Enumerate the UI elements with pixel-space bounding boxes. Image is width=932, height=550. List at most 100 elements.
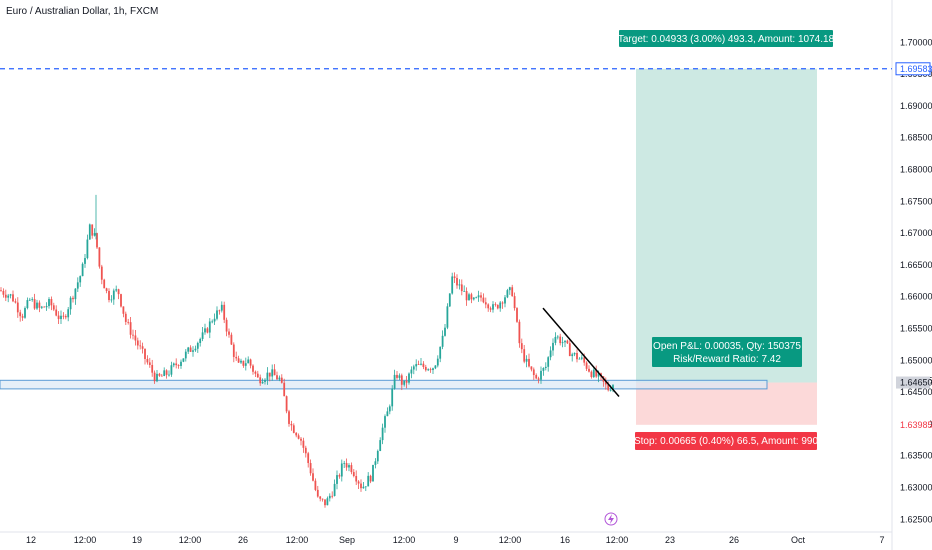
candle-body — [326, 498, 329, 506]
candle-body — [153, 372, 156, 382]
candle-body — [417, 364, 420, 365]
candle-body — [96, 233, 98, 248]
candle-body — [199, 338, 202, 343]
candle-body — [345, 463, 348, 468]
candle-body — [288, 411, 290, 424]
candle-body — [33, 299, 36, 309]
target-label-box — [619, 30, 833, 47]
chart-title: Euro / Australian Dollar, 1h, FXCM — [6, 6, 159, 17]
candle-body — [391, 388, 394, 407]
candle-body — [134, 335, 137, 341]
candle-body — [64, 316, 67, 318]
candle-body — [451, 276, 454, 294]
candle-body — [100, 266, 103, 280]
candle-body — [508, 287, 511, 291]
candle-body — [84, 258, 86, 264]
candle-body — [535, 375, 538, 379]
candle-body — [252, 365, 254, 372]
candle-body — [2, 290, 5, 295]
candle-body — [446, 306, 449, 328]
y-tick-label: 1.63500 — [900, 451, 932, 461]
candle-body — [24, 308, 26, 318]
candle-body — [259, 377, 262, 384]
candle-body — [151, 364, 154, 373]
candle-body — [489, 308, 492, 310]
x-tick-label: Oct — [791, 535, 806, 545]
candle-body — [40, 306, 43, 308]
candle-body — [249, 359, 252, 366]
candle-body — [448, 293, 451, 307]
candle-body — [405, 380, 408, 383]
candle-body — [530, 366, 533, 370]
candle-body — [568, 343, 571, 357]
candle-body — [444, 327, 446, 336]
y-tick-label: 1.65500 — [900, 323, 932, 333]
candle-body — [578, 358, 581, 360]
pnl-label-line2: Risk/Reward Ratio: 7.42 — [673, 354, 781, 365]
candle-body — [136, 340, 139, 346]
candle-body — [26, 300, 29, 309]
candle-body — [494, 304, 497, 306]
candle-body — [367, 475, 370, 487]
candle-body — [69, 297, 72, 310]
y-tick-label: 1.69000 — [900, 101, 932, 111]
candle-body — [496, 304, 499, 309]
candle-body — [528, 358, 530, 367]
candle-body — [364, 486, 367, 488]
candle-body — [552, 342, 554, 351]
candle-body — [434, 365, 437, 369]
candle-body — [112, 290, 115, 300]
candle-body — [31, 299, 34, 300]
stop-label-text: Stop: 0.00665 (0.40%) 66.5, Amount: 990 — [634, 436, 818, 447]
trendline[interactable] — [542, 307, 620, 398]
candle-body — [576, 352, 578, 360]
candle-body — [566, 340, 569, 344]
candle-body — [9, 294, 12, 296]
y-tick-label: 1.67500 — [900, 196, 932, 206]
candle-body — [429, 369, 432, 371]
candle-body — [424, 366, 427, 371]
candle-body — [21, 316, 24, 318]
candle-body — [516, 308, 518, 322]
candle-body — [264, 379, 266, 382]
candle-body — [388, 406, 391, 412]
candle-body — [110, 299, 113, 301]
candle-body — [273, 369, 276, 376]
candle-body — [573, 352, 576, 355]
candle-body — [612, 385, 614, 391]
candle-body — [266, 372, 269, 380]
candle-body — [475, 297, 478, 299]
x-tick-label: 9 — [453, 535, 458, 545]
candle-body — [374, 461, 377, 465]
candle-body — [223, 304, 226, 320]
candle-body — [187, 347, 190, 352]
pnl-label-box — [652, 337, 802, 367]
candle-body — [290, 423, 293, 426]
y-tick-label: 1.67000 — [900, 228, 932, 238]
candle-body — [340, 463, 343, 477]
candle-body — [76, 282, 79, 289]
candle-body — [381, 427, 384, 441]
candle-body — [122, 306, 125, 314]
candle-body — [350, 465, 353, 473]
candle-body — [62, 315, 65, 317]
candle-body — [604, 381, 607, 385]
candle-body — [108, 290, 110, 301]
candle-body — [247, 359, 250, 364]
lightning-icon[interactable] — [604, 512, 618, 526]
candle-body — [271, 369, 274, 377]
candle-body — [144, 348, 146, 359]
candle-body — [316, 489, 319, 497]
candle-body — [379, 440, 382, 451]
candle-body — [300, 438, 302, 441]
candle-body — [216, 310, 218, 319]
candle-body — [513, 296, 516, 309]
candle-body — [295, 432, 298, 436]
candle-body — [468, 294, 470, 301]
candle-body — [484, 302, 487, 305]
candle-body — [16, 302, 19, 313]
candle-body — [196, 342, 199, 349]
candle-body — [240, 360, 242, 363]
